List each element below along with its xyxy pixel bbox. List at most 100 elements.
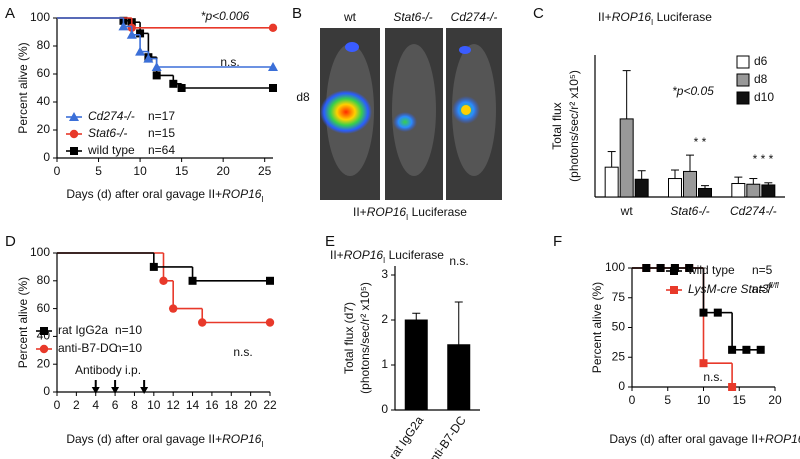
mouse-body [392, 44, 436, 176]
y-tick-label: 60 [37, 66, 51, 80]
chart-title-part: I [651, 18, 653, 27]
y-tick-label: 100 [30, 245, 50, 259]
bar [668, 178, 682, 198]
marker [40, 327, 48, 335]
x-tick-label: 15 [175, 164, 189, 178]
y-tick-label: 20 [37, 122, 51, 136]
y-tick-label: 1 [381, 357, 388, 371]
x-axis-label-part: Days (d) after oral gavage II+ [66, 432, 222, 446]
y-tick-label: 0 [43, 150, 50, 164]
bar [761, 184, 776, 198]
x-tick-label: 0 [54, 398, 61, 412]
marker [198, 318, 207, 327]
legend-label-part: anti-B7-DC [58, 341, 118, 355]
x-axis-label-part: Days (d) after oral gavage II+ [66, 187, 222, 201]
y-tick-label: 80 [37, 38, 51, 52]
chart-title-part: ROP16 [344, 248, 384, 262]
x-axis-label-part: ROP16 [222, 432, 262, 446]
signal [459, 46, 471, 54]
marker [149, 262, 158, 271]
y-tick-label: 0 [618, 379, 625, 393]
x-tick-label: 22 [263, 398, 277, 412]
marker [70, 147, 78, 155]
legend-label: Stat6-/- [88, 126, 127, 140]
marker [728, 383, 737, 391]
bar [604, 166, 619, 198]
x-axis-label-part: I [261, 440, 263, 449]
y-tick-label: 50 [612, 320, 626, 334]
marker [699, 359, 708, 368]
chart-title: II+ROP16I Luciferase [598, 10, 712, 26]
y-tick-label: 100 [30, 10, 50, 24]
legend-swatch [736, 55, 750, 69]
marker [265, 318, 275, 327]
signal [345, 42, 359, 52]
bar [731, 183, 746, 198]
marker [135, 46, 146, 56]
caption: II+ROP16I Luciferase [353, 205, 467, 221]
x-tick-label: 14 [186, 398, 200, 412]
y-axis-label: Total flux [550, 102, 564, 149]
legend-label-part: Cd274-/- [88, 109, 135, 123]
legend-label: wild type [87, 143, 135, 157]
x-axis-label-part: I [261, 195, 263, 204]
x-tick-label: 25 [258, 164, 272, 178]
marker [177, 84, 186, 92]
legend-n: n=64 [148, 143, 175, 157]
legend-label: d6 [754, 54, 768, 68]
x-tick-label: 0 [54, 164, 61, 178]
marker [268, 62, 278, 71]
y-tick-label: 25 [612, 349, 626, 363]
x-tick-label: 20 [768, 393, 782, 407]
legend-label: d10 [754, 90, 774, 104]
bar [447, 344, 471, 411]
y-axis-label: (photons/sec/r² x10⁵) [358, 282, 372, 394]
marker [728, 345, 737, 354]
legend-label-part: wild type [687, 263, 735, 277]
marker [69, 129, 79, 139]
legend-swatch [736, 91, 750, 105]
annotation: n.s. [703, 370, 722, 384]
y-axis-label: Total flux (d7) [342, 302, 356, 374]
marker [269, 84, 277, 92]
legend-label-part: LysM-cre Stat3 [688, 282, 769, 296]
bar [634, 178, 649, 198]
caption-part: ROP16 [367, 205, 407, 219]
legend-label-part: fl/fl [768, 281, 778, 290]
panel-letter: D [5, 233, 16, 250]
x-axis-label: Days (d) after oral gavage II+ROP16I [66, 432, 263, 448]
x-tick-label: wt [620, 204, 634, 218]
x-tick-label: rat IgG2a [386, 413, 426, 459]
legend-label: anti-B7-DC [58, 341, 118, 355]
marker [266, 276, 274, 285]
panel-letter: B [292, 5, 302, 22]
arrow-head [91, 387, 100, 394]
bar [683, 170, 697, 198]
x-tick-label: 20 [216, 164, 230, 178]
marker [39, 344, 49, 354]
annotation: n.s. [449, 254, 468, 268]
bar [404, 319, 428, 411]
column-label: wt [343, 10, 357, 24]
panel-letter: C [533, 5, 544, 22]
legend-n: n=15 [148, 126, 175, 140]
marker [159, 276, 168, 285]
x-tick-label: Stat6-/- [670, 204, 709, 218]
legend-label: wild type [687, 263, 735, 277]
x-axis-label-part: ROP16 [222, 187, 262, 201]
marker [268, 23, 278, 32]
legend-label-part: Stat6-/- [88, 126, 127, 140]
y-tick-label: 3 [381, 267, 388, 281]
annotation: *p<0.006 [201, 9, 250, 23]
chart-title-part: Luciferase [385, 248, 444, 262]
marker [143, 53, 154, 63]
chart-title-part: II+ [330, 248, 344, 262]
legend-label-part: rat IgG2a [58, 323, 108, 337]
signal [461, 105, 471, 115]
x-tick-label: 5 [95, 164, 102, 178]
chart-title: II+ROP16I Luciferase [330, 248, 444, 264]
annotation: * * [694, 135, 707, 149]
x-tick-label: 10 [697, 393, 711, 407]
legend-label: LysM-cre Stat3fl/fl [688, 281, 779, 297]
marker [642, 264, 651, 272]
